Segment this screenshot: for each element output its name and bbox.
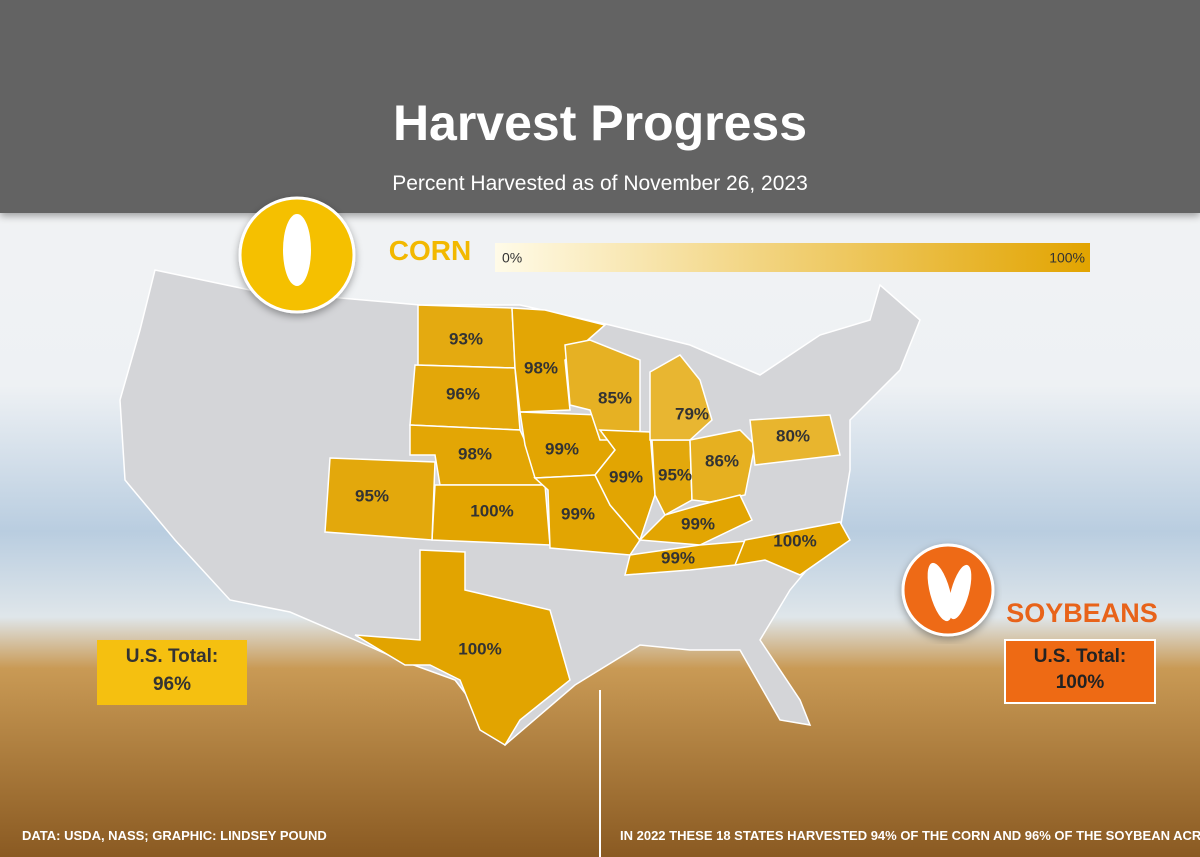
corn-title: CORN	[389, 235, 471, 266]
soybean-total-value: 100%	[1056, 672, 1105, 693]
state	[594, 429, 656, 542]
state-label: 99%	[681, 514, 715, 533]
source: DATA: USDA, NASS; GRAPHIC: LINDSEY POUND	[22, 828, 327, 843]
state	[689, 429, 756, 503]
subtitle: Percent Harvested as of November 26, 202…	[392, 172, 808, 195]
corn-total-box	[97, 640, 247, 705]
state-label: 98%	[524, 358, 558, 377]
state-label: 85%	[598, 388, 632, 407]
states: 93% 96% 98% 100% 95% 100% 98% 99% 99% 85% 99% 95% 79…	[324, 304, 851, 747]
state	[649, 354, 713, 441]
state-label: 86%	[705, 451, 739, 470]
corn-cob	[283, 214, 311, 286]
state	[324, 457, 436, 541]
note: IN 2022 THESE 18 STATES HARVESTED 94% OF…	[620, 828, 1200, 843]
legend-bar	[495, 243, 1090, 272]
state-label: 98%	[458, 444, 492, 463]
legend-max: 100%	[1049, 250, 1085, 266]
state	[354, 549, 571, 747]
state	[733, 521, 851, 576]
state-label: 99%	[609, 467, 643, 486]
soybean-pod	[948, 564, 972, 620]
header-band	[0, 0, 1200, 213]
state-label: 93%	[449, 329, 483, 348]
soybean-total-box	[1004, 639, 1156, 704]
state-label: 95%	[658, 465, 692, 484]
corn-total-label: U.S. Total:	[126, 646, 219, 667]
legend-min: 0%	[502, 250, 522, 266]
soybean-total-label: U.S. Total:	[1034, 646, 1127, 667]
title: Harvest Progress	[393, 95, 807, 151]
state-label: 100%	[773, 531, 816, 550]
state-label: 99%	[661, 548, 695, 567]
state	[749, 414, 841, 466]
corn-total-value: 96%	[153, 674, 191, 695]
state-label: 95%	[355, 486, 389, 505]
soybean-pod	[927, 562, 953, 622]
state-label: 99%	[545, 439, 579, 458]
state	[511, 307, 607, 413]
state-label: 99%	[561, 504, 595, 523]
soybean-title: SOYBEANS	[1006, 598, 1158, 628]
state-label: 80%	[776, 426, 810, 445]
state-label: 100%	[470, 501, 513, 520]
state-label: 79%	[675, 404, 709, 423]
state-label: 100%	[458, 639, 501, 658]
state-label: 96%	[446, 384, 480, 403]
